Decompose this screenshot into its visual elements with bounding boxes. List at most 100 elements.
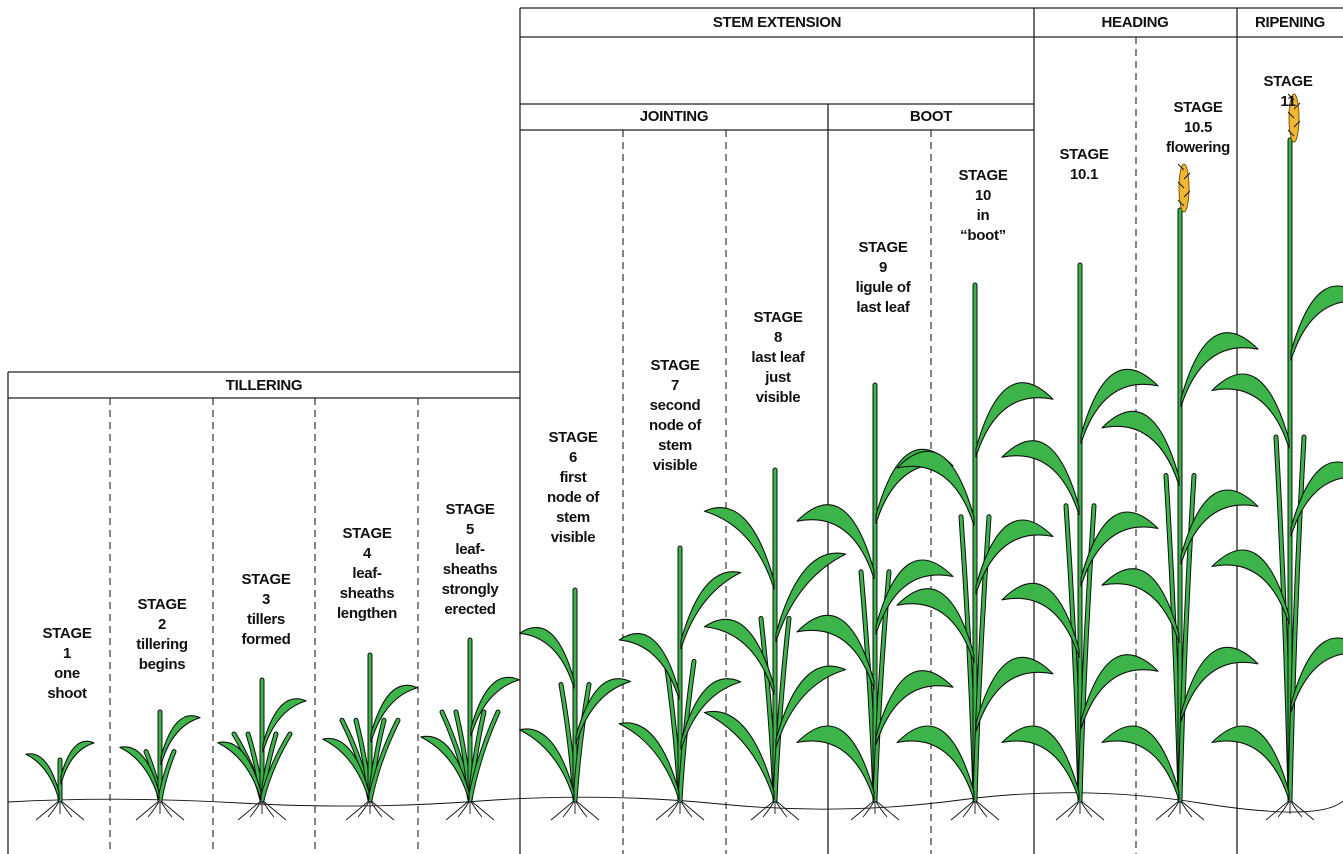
root <box>1265 799 1291 821</box>
leaf <box>896 450 975 526</box>
root <box>345 799 371 821</box>
stage-label-line: STAGE <box>137 596 186 613</box>
stage-label-line: 3 <box>262 591 270 608</box>
leaf <box>262 698 307 753</box>
root <box>950 799 976 821</box>
leaf <box>1180 489 1259 565</box>
leaf <box>370 684 418 743</box>
leaf <box>1001 582 1080 658</box>
leaf <box>680 571 742 650</box>
stage-label-line: node of <box>547 489 600 506</box>
stem <box>1178 474 1196 802</box>
stem <box>468 710 500 802</box>
leaf <box>1180 646 1259 722</box>
root <box>469 799 495 821</box>
awn <box>1287 111 1295 119</box>
stage-label-line: visible <box>756 389 801 406</box>
stage-label-line: erected <box>444 601 495 618</box>
header-tillering: TILLERING <box>226 377 302 394</box>
leaf <box>618 633 680 700</box>
stage-label-line: 10.5 <box>1184 119 1212 136</box>
root <box>369 799 395 821</box>
leaf <box>322 737 370 801</box>
root <box>850 799 876 821</box>
leaf <box>575 678 632 745</box>
root <box>679 799 705 821</box>
header-heading: HEADING <box>1101 14 1168 31</box>
awn <box>1177 199 1185 207</box>
stage-label-line: STAGE <box>1059 146 1108 163</box>
stage-label-line: STAGE <box>342 525 391 542</box>
root <box>135 799 161 821</box>
leaf <box>1101 410 1180 486</box>
leaf <box>1290 461 1343 537</box>
stage-label-line: flowering <box>1166 139 1230 156</box>
stem <box>1078 504 1096 802</box>
leaf <box>1001 725 1080 801</box>
stage-label-line: STAGE <box>958 167 1007 184</box>
leaf <box>518 626 575 689</box>
leaf <box>1290 285 1343 361</box>
leaf <box>25 753 60 801</box>
awn <box>1177 181 1185 189</box>
stage-label-line: STAGE <box>1173 99 1222 116</box>
stem <box>973 515 991 802</box>
stage-label-line: shoot <box>47 685 87 702</box>
root <box>261 799 287 821</box>
leaf <box>896 588 975 664</box>
stage-label-line: STAGE <box>42 625 91 642</box>
stage-label-line: second <box>650 397 701 414</box>
awn <box>1177 163 1185 171</box>
plants <box>25 93 1343 821</box>
root <box>237 799 263 821</box>
stem <box>260 732 292 802</box>
leaf <box>796 614 875 690</box>
leaf <box>119 746 160 801</box>
leaf <box>60 740 95 785</box>
leaf <box>160 715 201 766</box>
stage-label-line: sheaths <box>443 561 498 578</box>
stage-label-line: visible <box>551 529 596 546</box>
stem <box>573 683 591 802</box>
leaf <box>975 656 1054 732</box>
stage-label-line: first <box>560 469 587 486</box>
stage-label-line: tillers <box>247 611 285 628</box>
leaf <box>420 735 470 801</box>
header-stem-extension: STEM EXTENSION <box>713 14 841 31</box>
stage-label-line: begins <box>139 656 186 673</box>
leaf <box>875 670 954 746</box>
awn <box>1293 102 1301 110</box>
stage-label-line: sheaths <box>340 585 395 602</box>
leaf <box>1211 725 1290 801</box>
stage-label-line: one <box>54 665 80 682</box>
stage-label-line: 10 <box>975 187 991 204</box>
header-boot: BOOT <box>910 108 952 125</box>
leaf <box>1180 332 1259 408</box>
stage-label-line: lengthen <box>337 605 397 622</box>
stage-label-line: 7 <box>671 377 679 394</box>
stage-label-line: STAGE <box>1263 73 1312 90</box>
stage-label-line: stem <box>556 509 590 526</box>
stage-labels: STAGE 1 one shoot STAGE 2 tillering begins STAGE… <box>42 73 1313 702</box>
awn <box>1183 172 1191 180</box>
leaf <box>975 382 1054 458</box>
stage-label-line: “boot” <box>960 227 1006 244</box>
leaf <box>975 519 1054 595</box>
leaf <box>1080 511 1159 587</box>
leaf <box>703 618 775 695</box>
stage-label-line: 11 <box>1280 93 1295 110</box>
stage-label-line: tillering <box>136 636 188 653</box>
leaf <box>217 741 262 801</box>
leaf <box>1211 373 1290 449</box>
root <box>59 799 85 821</box>
leaf <box>1080 654 1159 730</box>
awn <box>1287 129 1295 137</box>
stage-label-line: visible <box>653 457 698 474</box>
leaf <box>875 559 954 635</box>
leaf <box>703 507 775 590</box>
stem <box>158 750 176 802</box>
leaf <box>703 710 775 801</box>
leaf <box>470 676 520 737</box>
stage-label-line: ligule of <box>856 279 912 296</box>
